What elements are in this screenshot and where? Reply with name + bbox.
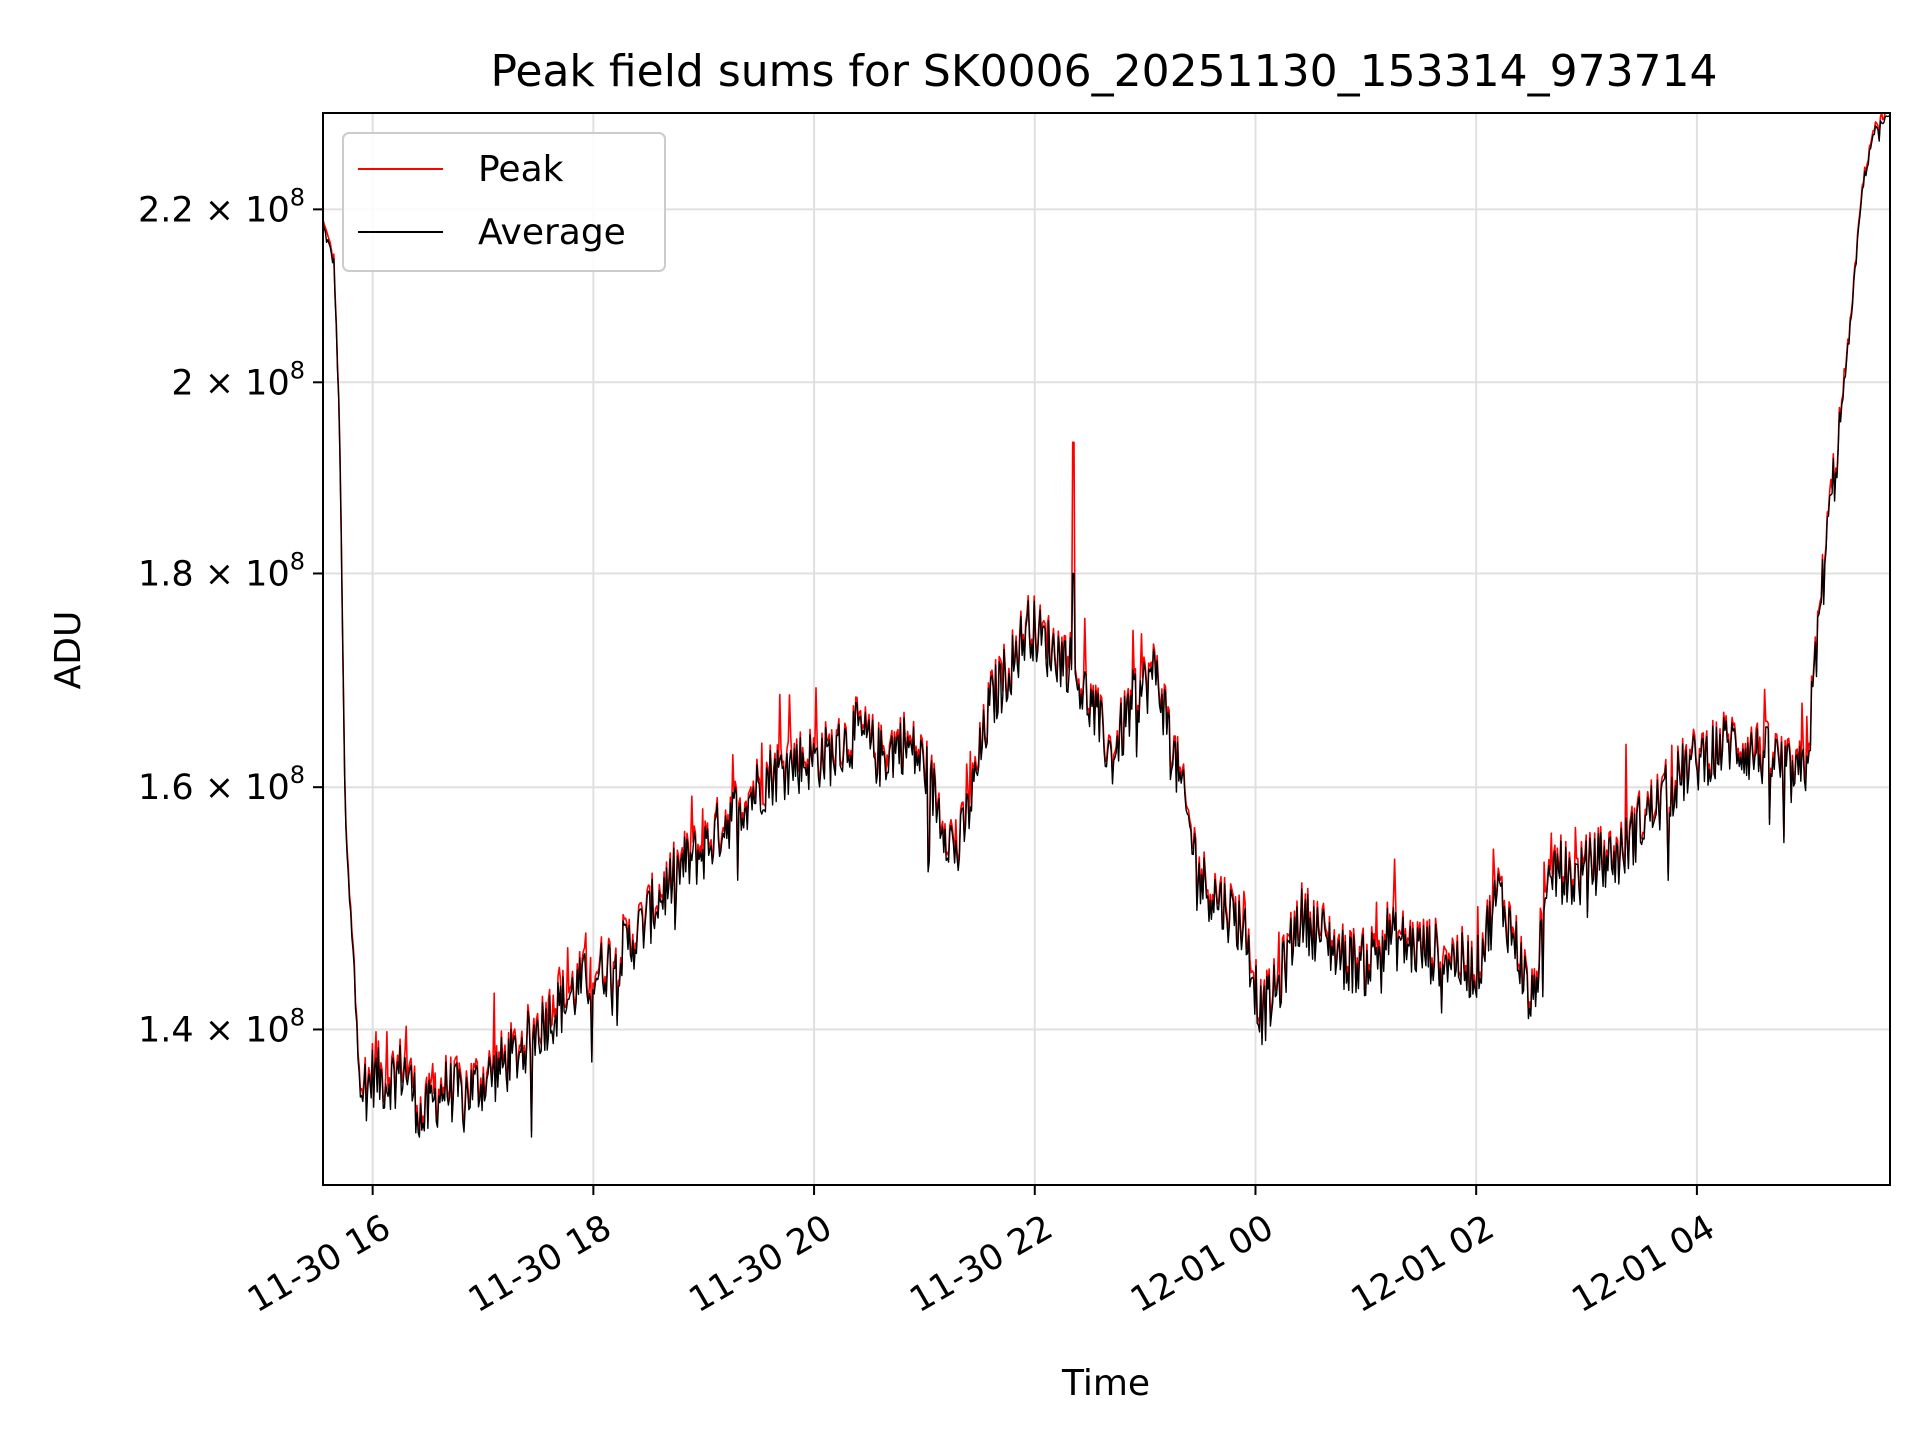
y-tick-label: 2 × 108 [171, 356, 305, 403]
y-tick-label: 1.4 × 108 [138, 1003, 305, 1050]
legend: Peak Average [342, 132, 666, 272]
y-tick-label: 1.8 × 108 [138, 547, 305, 594]
chart-title: Peak field sums for SK0006_20251130_1533… [490, 46, 1717, 97]
plot-frame [322, 112, 1891, 1186]
grid [323, 113, 1890, 1185]
legend-label-average: Average [478, 212, 626, 253]
x-axis-label: Time [1061, 1363, 1150, 1404]
legend-label-peak: Peak [478, 149, 564, 190]
y-tick-label: 1.6 × 108 [138, 761, 305, 808]
y-axis-label: ADU [48, 611, 89, 690]
legend-box [342, 132, 666, 272]
y-tick-label: 2.2 × 108 [138, 183, 305, 230]
y-axis: 1.4 × 108 1.6 × 108 1.8 × 108 2 × 108 2.2 × … [138, 183, 323, 1050]
series-line-average [322, 115, 1891, 1138]
series-layer [322, 112, 1891, 1138]
